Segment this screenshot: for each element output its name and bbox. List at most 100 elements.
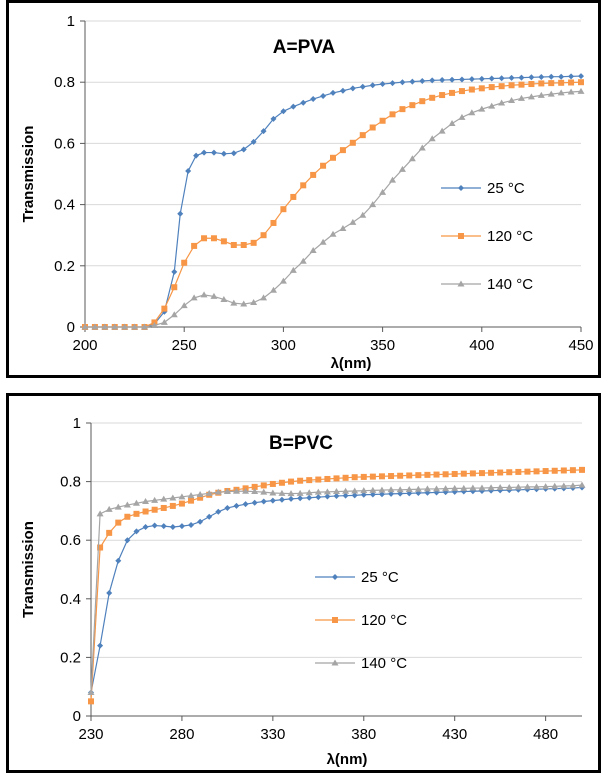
data-point xyxy=(387,486,395,493)
data-point xyxy=(351,492,358,499)
data-point xyxy=(469,470,476,477)
data-point xyxy=(200,291,208,298)
data-point xyxy=(399,106,406,113)
data-point xyxy=(310,96,317,103)
data-point xyxy=(419,98,426,105)
data-point xyxy=(333,475,340,482)
data-point xyxy=(433,485,441,492)
data-point xyxy=(569,482,577,489)
data-point xyxy=(339,87,346,94)
data-point xyxy=(105,505,113,512)
data-point xyxy=(396,486,404,493)
legend-marker xyxy=(332,617,338,623)
data-point xyxy=(115,519,122,526)
x-tick-label: 280 xyxy=(169,726,194,743)
data-point xyxy=(518,81,525,88)
data-point xyxy=(223,488,231,495)
data-point xyxy=(405,486,413,493)
data-point xyxy=(448,120,456,127)
chart-panel-pvc: 0 0.2 0.4 0.6 0.8 1 230 280 330 380 430 480 B=PVC λ(n… xyxy=(6,393,601,773)
data-point xyxy=(429,77,436,84)
y-tick-label: 0.8 xyxy=(54,74,75,91)
data-point xyxy=(260,488,268,495)
data-point xyxy=(124,537,131,544)
data-point xyxy=(569,467,576,474)
x-tick-label: 330 xyxy=(260,726,285,743)
data-point xyxy=(114,503,122,510)
legend-item: 120 °C xyxy=(315,612,407,629)
data-point xyxy=(560,482,568,489)
data-point xyxy=(508,97,516,104)
data-point xyxy=(548,73,555,80)
series-120C xyxy=(82,79,584,330)
data-point xyxy=(330,154,336,161)
y-tick-label: 0.2 xyxy=(54,258,75,275)
data-point xyxy=(133,528,140,535)
data-point xyxy=(260,482,267,489)
data-point xyxy=(497,469,504,476)
data-point xyxy=(360,491,367,498)
x-tick-label: 350 xyxy=(370,337,395,354)
data-point xyxy=(533,483,541,490)
data-point xyxy=(97,544,104,551)
data-point xyxy=(319,238,327,245)
data-point xyxy=(280,108,287,115)
data-point xyxy=(359,83,366,90)
data-point xyxy=(524,486,531,493)
data-point xyxy=(378,473,385,480)
data-point xyxy=(419,77,426,84)
data-point xyxy=(320,92,327,99)
data-point xyxy=(460,470,467,477)
data-point xyxy=(230,241,237,248)
data-point xyxy=(498,75,505,82)
data-point xyxy=(300,182,307,189)
y-tick-label: 0.4 xyxy=(54,197,75,214)
data-point xyxy=(197,494,204,501)
legend-marker xyxy=(458,185,464,191)
data-point xyxy=(506,469,513,476)
data-point xyxy=(542,483,550,490)
data-point xyxy=(101,323,109,330)
data-point xyxy=(488,469,495,476)
data-point xyxy=(558,79,565,86)
data-point xyxy=(369,201,377,208)
y-tick-label: 0.6 xyxy=(60,532,81,549)
data-point xyxy=(418,144,426,151)
data-point xyxy=(151,506,158,513)
data-point xyxy=(351,487,359,494)
data-point xyxy=(177,210,184,217)
data-point xyxy=(329,230,337,237)
data-point xyxy=(498,83,505,90)
data-point xyxy=(339,147,346,154)
chart-pvc: 0 0.2 0.4 0.6 0.8 1 230 280 330 380 430 480 B=PVC λ(n… xyxy=(20,415,586,768)
data-point xyxy=(458,88,465,95)
data-point xyxy=(568,73,575,80)
data-point xyxy=(468,86,475,93)
data-point xyxy=(557,89,565,96)
data-point xyxy=(190,294,198,301)
data-point xyxy=(524,468,531,475)
data-point xyxy=(505,483,513,490)
data-point xyxy=(506,487,513,494)
data-point xyxy=(270,219,277,226)
series-120C xyxy=(88,466,585,705)
data-point xyxy=(579,466,585,473)
legend-label: 120 °C xyxy=(487,228,533,245)
legend-item: 25 °C xyxy=(315,569,399,586)
x-tick-label: 250 xyxy=(172,337,197,354)
data-point xyxy=(314,488,322,495)
data-point xyxy=(551,467,558,474)
data-point xyxy=(349,139,356,146)
data-point xyxy=(288,495,295,502)
legend-marker xyxy=(331,659,339,666)
data-point xyxy=(115,557,122,564)
data-point xyxy=(242,487,250,494)
data-point xyxy=(397,472,404,479)
data-point xyxy=(201,149,208,156)
data-point xyxy=(508,82,515,89)
data-point xyxy=(389,80,396,87)
data-point xyxy=(567,88,575,95)
data-point xyxy=(388,490,395,497)
data-point xyxy=(468,76,475,83)
data-point xyxy=(508,74,515,81)
